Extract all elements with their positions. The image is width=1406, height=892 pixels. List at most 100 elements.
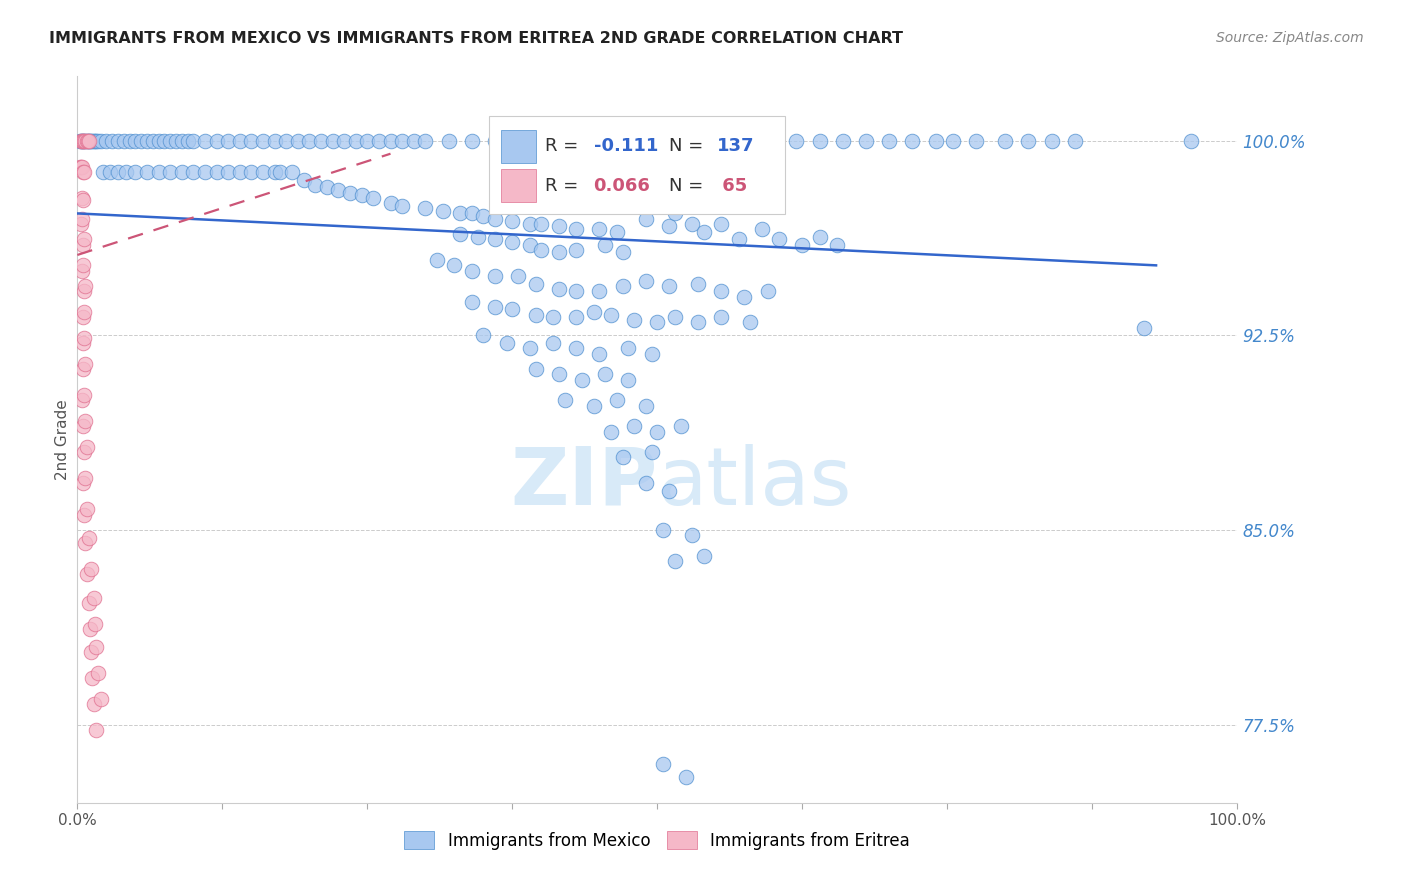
Point <box>69 160 91 174</box>
Point <box>413 134 436 148</box>
Point <box>901 134 924 148</box>
Point <box>785 134 807 148</box>
Point <box>69 160 91 174</box>
Point <box>183 165 205 179</box>
Point <box>124 134 146 148</box>
Point <box>541 336 564 351</box>
Point <box>70 211 93 226</box>
Point <box>321 134 344 148</box>
Point <box>107 165 129 179</box>
Point <box>612 279 634 293</box>
Point <box>593 237 616 252</box>
Point <box>75 134 97 148</box>
Point <box>565 222 588 236</box>
Point <box>565 342 588 356</box>
Point <box>252 134 274 148</box>
Point <box>484 300 506 314</box>
Point <box>710 285 733 299</box>
Point <box>217 134 239 148</box>
Point <box>484 211 506 226</box>
Point <box>70 393 93 408</box>
Point <box>75 279 97 293</box>
Point <box>70 134 93 148</box>
Point <box>467 229 489 244</box>
Point <box>76 567 98 582</box>
Point <box>72 237 94 252</box>
Point <box>72 419 94 434</box>
Point <box>733 134 755 148</box>
Point <box>118 134 141 148</box>
Point <box>472 209 495 223</box>
Point <box>664 310 686 325</box>
Point <box>101 134 124 148</box>
Point <box>72 310 94 325</box>
Point <box>506 134 529 148</box>
Point <box>571 373 593 387</box>
Point <box>391 199 413 213</box>
Point <box>90 134 111 148</box>
Point <box>825 237 848 252</box>
Point <box>73 445 96 459</box>
Point <box>129 134 152 148</box>
Point <box>1180 134 1202 148</box>
Point <box>153 134 176 148</box>
Point <box>228 165 252 179</box>
Point <box>77 134 100 148</box>
FancyBboxPatch shape <box>489 116 785 214</box>
Point <box>368 134 391 148</box>
Point <box>82 671 104 685</box>
Point <box>83 616 105 631</box>
Point <box>600 425 623 439</box>
Point <box>380 196 402 211</box>
Point <box>72 258 94 272</box>
Point <box>501 214 523 228</box>
Point <box>686 277 709 291</box>
Point <box>519 237 541 252</box>
Text: R =: R = <box>544 177 583 194</box>
Point <box>344 134 367 148</box>
Point <box>808 134 831 148</box>
Point <box>554 134 576 148</box>
Point <box>547 282 569 296</box>
Point <box>142 134 165 148</box>
Point <box>576 134 599 148</box>
Point <box>292 172 315 186</box>
Text: N =: N = <box>669 137 709 155</box>
Point <box>75 134 97 148</box>
Point <box>80 562 103 576</box>
Point <box>76 134 98 148</box>
Point <box>194 134 217 148</box>
Point <box>76 502 98 516</box>
Point <box>664 554 686 568</box>
Y-axis label: 2nd Grade: 2nd Grade <box>55 399 70 480</box>
Point <box>733 289 755 303</box>
Point <box>304 178 326 192</box>
Point <box>426 253 449 268</box>
Point <box>588 285 610 299</box>
Point <box>501 235 523 249</box>
Point <box>148 165 170 179</box>
Point <box>240 165 263 179</box>
Point <box>681 134 703 148</box>
Point <box>281 165 304 179</box>
Point <box>413 201 436 215</box>
Point <box>640 199 662 213</box>
Point <box>252 165 274 179</box>
Point <box>710 134 733 148</box>
Point <box>73 305 96 319</box>
Point <box>70 134 93 148</box>
Point <box>658 484 681 499</box>
Point <box>87 134 110 148</box>
Point <box>391 134 413 148</box>
Point <box>82 134 104 148</box>
Text: ZIP: ZIP <box>510 444 658 522</box>
Text: -0.111: -0.111 <box>593 137 658 155</box>
Text: Source: ZipAtlas.com: Source: ZipAtlas.com <box>1216 31 1364 45</box>
Point <box>942 134 965 148</box>
Point <box>437 134 460 148</box>
Point <box>73 232 96 246</box>
Point <box>73 165 96 179</box>
Point <box>79 622 101 636</box>
Point <box>72 134 94 148</box>
Point <box>658 134 681 148</box>
